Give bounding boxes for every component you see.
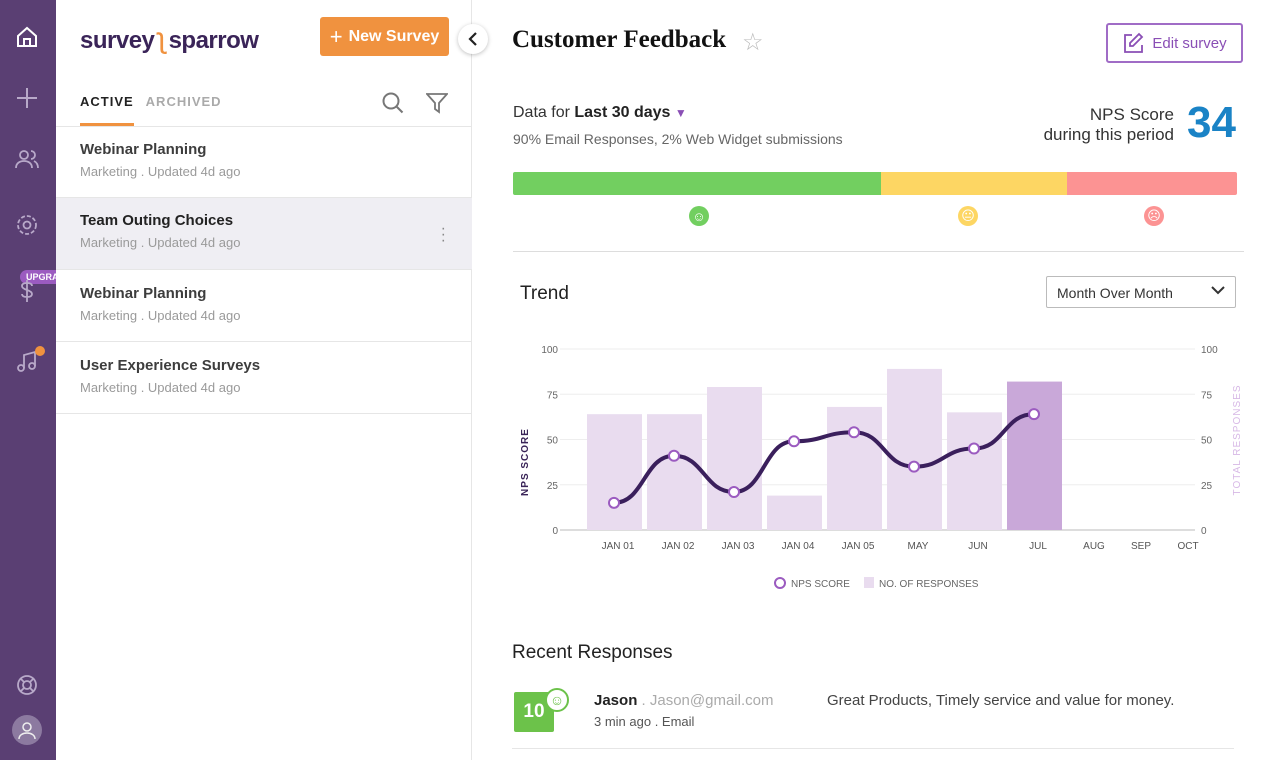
data-for-label: Data for: [513, 104, 570, 121]
new-survey-label: New Survey: [348, 27, 440, 45]
survey-title: Webinar Planning: [80, 285, 207, 302]
home-icon[interactable]: [12, 22, 42, 52]
filter-icon[interactable]: [424, 92, 450, 119]
chevron-down-icon: [1211, 286, 1225, 295]
trend-select-value: Month Over Month: [1057, 285, 1173, 301]
survey-meta: Marketing . Updated 4d ago: [80, 235, 241, 250]
notification-dot: [35, 346, 45, 356]
survey-title: Team Outing Choices: [80, 212, 234, 229]
respondent-email: . Jason@gmail.com: [641, 692, 774, 709]
plus-icon[interactable]: [12, 83, 42, 113]
sad-face-icon: ☹: [1144, 206, 1164, 226]
tab-archived[interactable]: ARCHIVED: [145, 94, 222, 109]
star-icon[interactable]: ☆: [742, 29, 764, 56]
nps-label-line2: during this period: [1043, 125, 1174, 144]
survey-detail: Customer Feedback ☆ Edit survey Data for…: [472, 0, 1270, 760]
nps-label: NPS Score during this period: [1044, 105, 1174, 145]
respondent-name: Jason: [594, 692, 638, 709]
icon-rail: UPGRADE: [0, 0, 56, 760]
list-item[interactable]: User Experience Surveys Marketing . Updat…: [56, 343, 472, 414]
edit-icon: [1124, 32, 1144, 53]
avatar[interactable]: [12, 715, 42, 745]
help-icon[interactable]: [12, 670, 42, 700]
survey-list-panel: survey ʅ sparrow + New Survey ACTIVE ARCHIVE…: [56, 0, 472, 760]
tab-active[interactable]: ACTIVE: [80, 94, 134, 126]
chevron-left-icon: [468, 32, 477, 46]
happy-face-icon: ☺: [689, 206, 709, 226]
survey-title: User Experience Surveys: [80, 357, 261, 374]
users-icon[interactable]: [12, 144, 42, 174]
response-comment: Great Products, Timely service and value…: [827, 692, 1175, 709]
trend-heading: Trend: [520, 283, 569, 304]
logo-text-1: survey: [80, 27, 155, 54]
response-row[interactable]: 10 ☺ Jason . Jason@gmail.com 3 min ago .…: [512, 688, 1234, 749]
list-item[interactable]: Team Outing Choices Marketing . Updated 4…: [56, 198, 472, 270]
more-icon[interactable]: · · ·: [440, 220, 446, 249]
plus-icon: +: [329, 23, 343, 49]
edit-survey-button[interactable]: Edit survey: [1106, 23, 1243, 63]
passives-segment: [880, 172, 1067, 195]
dollar-icon[interactable]: [12, 276, 42, 306]
trend-period-select[interactable]: Month Over Month: [1046, 276, 1236, 308]
page-title: Customer Feedback: [512, 26, 727, 53]
upgrade-badge[interactable]: UPGRADE: [20, 270, 56, 284]
caret-down-icon: ▼: [674, 106, 687, 120]
list-item[interactable]: Webinar Planning Marketing . Updated 4d a…: [56, 271, 472, 342]
music-icon[interactable]: [12, 346, 42, 376]
survey-meta: Marketing . Updated 4d ago: [80, 308, 241, 323]
nps-score-value: 34: [1187, 98, 1236, 147]
new-survey-button[interactable]: + New Survey: [320, 17, 449, 56]
detractors-segment: [1066, 172, 1237, 195]
period-selector[interactable]: Data for Last 30 days ▼: [513, 104, 687, 122]
response-meta: 3 min ago . Email: [594, 714, 695, 729]
nps-label-line1: NPS Score: [1089, 105, 1174, 124]
survey-title: Webinar Planning: [80, 141, 207, 158]
logo: survey ʅ sparrow: [80, 22, 259, 56]
list-item[interactable]: Webinar Planning Marketing . Updated 4d a…: [56, 127, 472, 198]
survey-meta: Marketing . Updated 4d ago: [80, 380, 241, 395]
search-icon[interactable]: [382, 92, 404, 119]
gear-icon[interactable]: [12, 210, 42, 240]
submission-breakdown: 90% Email Responses, 2% Web Widget submi…: [513, 131, 843, 147]
happy-face-icon: ☺: [545, 688, 569, 712]
recent-responses-heading: Recent Responses: [512, 642, 673, 663]
promoters-segment: [513, 172, 881, 195]
neutral-face-icon: 😐︎: [958, 206, 978, 226]
edit-survey-label: Edit survey: [1152, 34, 1227, 52]
survey-meta: Marketing . Updated 4d ago: [80, 164, 241, 179]
sparrow-logo-icon: ʅ: [158, 22, 165, 55]
period-value: Last 30 days: [574, 104, 671, 121]
nps-distribution-bar: [513, 172, 1237, 195]
logo-text-2: sparrow: [168, 27, 259, 54]
collapse-panel-button[interactable]: [458, 24, 488, 54]
